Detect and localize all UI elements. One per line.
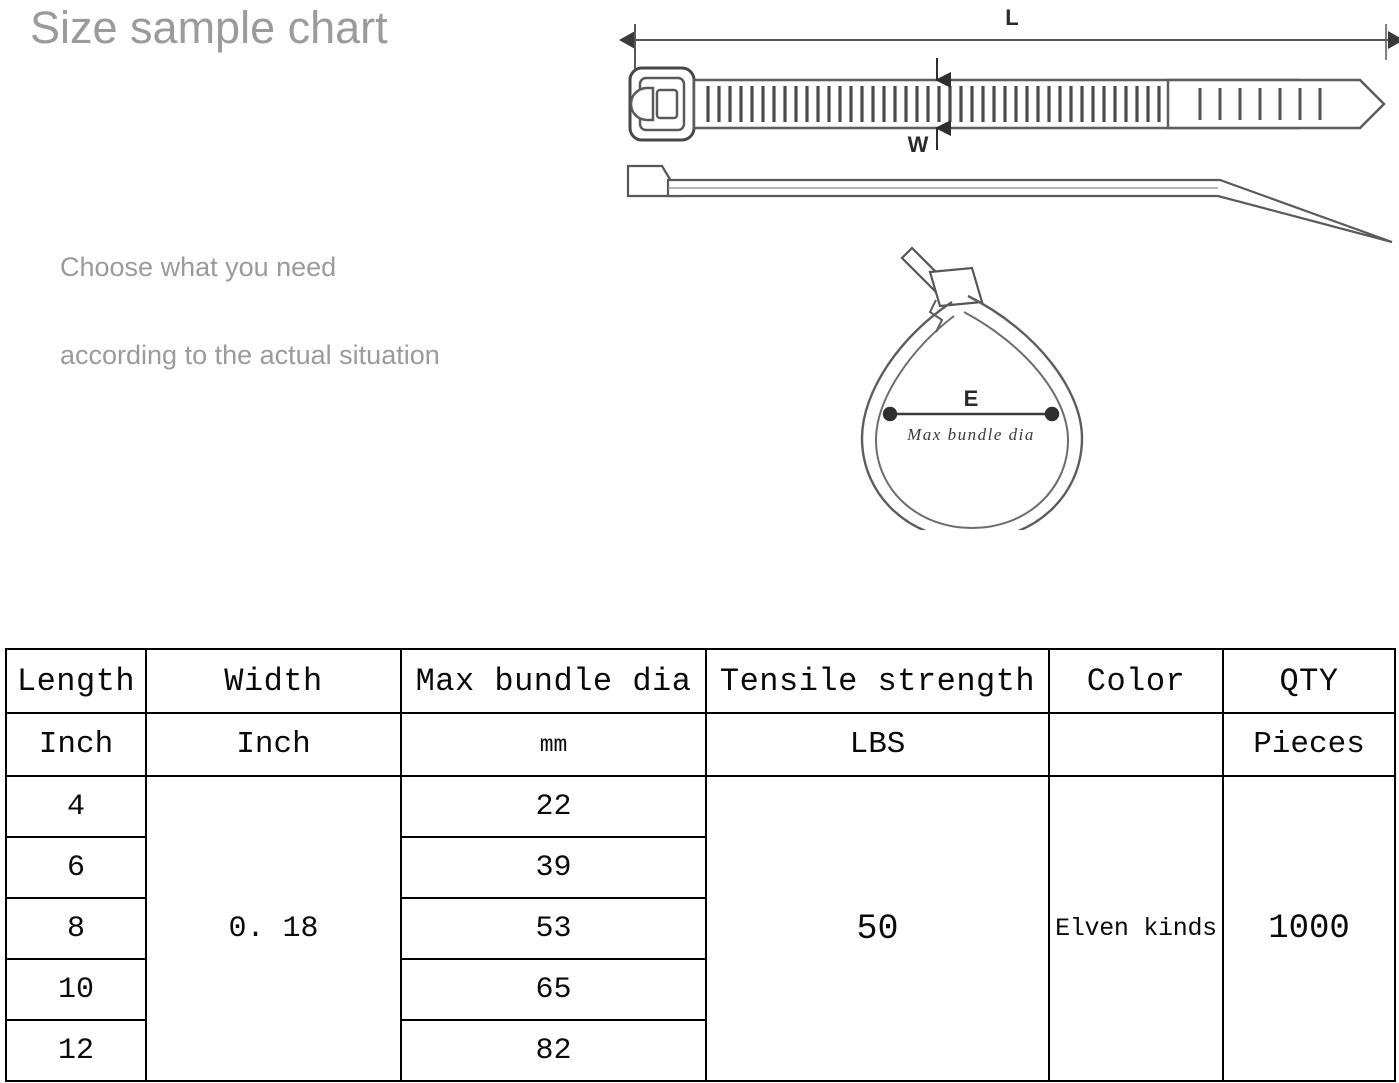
unit-color <box>1048 712 1224 777</box>
cell-length: 6 <box>5 836 147 899</box>
unit-length: Inch <box>5 712 147 777</box>
table-row: 4 0. 18 22 50 Elven kinds 1000 <box>5 775 1396 1082</box>
table-row: 6 39 <box>5 836 1395 899</box>
cable-tie-side-view <box>626 164 1393 244</box>
header-length: Length <box>5 648 147 714</box>
svg-text:W: W <box>908 132 929 157</box>
cell-max-bundle-dia: 82 <box>400 1019 707 1082</box>
header-width: Width <box>145 648 402 714</box>
cell-tensile-strength: 50 <box>705 775 1050 1082</box>
unit-tensile-strength: LBS <box>705 712 1050 777</box>
subtitle-line-1: Choose what you need <box>60 252 337 282</box>
cell-length: 12 <box>5 1019 147 1082</box>
cell-length: 10 <box>5 958 147 1021</box>
cell-max-bundle-dia: 39 <box>400 836 707 899</box>
cell-width: 0. 18 <box>145 775 402 1082</box>
table-header-row: Length Width Max bundle dia Tensile stre… <box>5 648 1396 714</box>
page-title: Size sample chart <box>30 2 388 53</box>
header-color: Color <box>1048 648 1224 714</box>
cell-max-bundle-dia: 22 <box>400 775 707 838</box>
table-unit-row: Inch Inch mm LBS Pieces <box>5 712 1396 777</box>
table-row: 8 53 <box>5 897 1395 960</box>
length-dimension-line <box>619 24 1399 72</box>
cable-tie-top-view <box>628 66 1386 142</box>
table-row: 12 82 <box>5 1019 1395 1082</box>
table-row: 10 65 <box>5 958 1395 1021</box>
unit-qty: Pieces <box>1222 712 1396 777</box>
cell-max-bundle-dia: 53 <box>400 897 707 960</box>
subtitle-line-2: according to the actual situation <box>60 340 440 370</box>
cable-tie-diagram: L W E Max bundle dia <box>600 0 1399 530</box>
header-qty: QTY <box>1222 648 1396 714</box>
svg-text:E: E <box>964 386 979 411</box>
cell-length: 8 <box>5 897 147 960</box>
svg-text:L: L <box>1005 5 1018 30</box>
header-max-bundle-dia: Max bundle dia <box>400 648 707 714</box>
specification-table: Length Width Max bundle dia Tensile stre… <box>5 648 1396 1082</box>
cell-length: 4 <box>5 775 147 838</box>
cable-tie-looped-view <box>860 246 1084 530</box>
header-tensile-strength: Tensile strength <box>705 648 1050 714</box>
cell-qty: 1000 <box>1222 775 1396 1082</box>
unit-max-bundle-dia: mm <box>400 712 707 777</box>
cell-max-bundle-dia: 65 <box>400 958 707 1021</box>
unit-width: Inch <box>145 712 402 777</box>
svg-text:Max bundle dia: Max bundle dia <box>906 425 1035 444</box>
cell-color: Elven kinds <box>1048 775 1224 1082</box>
